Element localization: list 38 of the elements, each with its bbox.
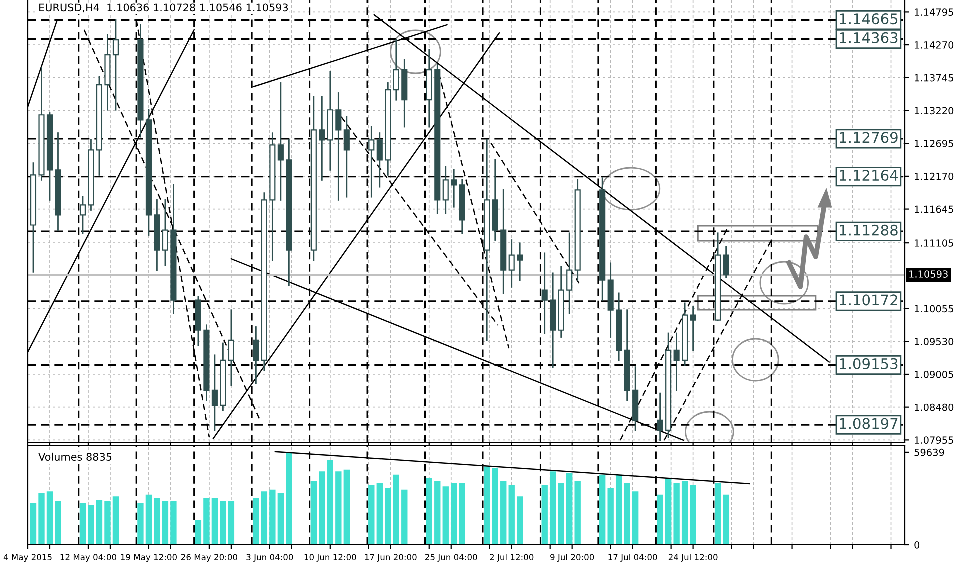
x-tick-label: 26 May 20:00 [181,554,238,562]
y-tick-label: 59639 [914,448,944,456]
y-tick-label: 1.12170 [915,172,954,180]
ref-line-label: 1.09153 [840,358,898,370]
x-tick-label: 17 Jul 04:00 [608,554,658,562]
x-tick-label: 12 May 04:00 [60,554,116,562]
y-tick-label: 1.12695 [915,140,954,148]
annotation: Volumes 8835 [38,452,112,461]
x-tick-label: 4 May 2015 [4,554,52,562]
ref-line-label: 1.08197 [840,418,898,430]
x-tick-label: 10 Jun 12:00 [304,554,356,562]
y-tick-label: 1.07955 [915,436,954,444]
x-tick-label: 2 Jul 12:00 [490,554,534,562]
y-tick-label: 1.09530 [915,338,954,346]
x-tick-label: 17 Jun 20:00 [365,554,417,562]
y-tick-label: 1.14270 [915,42,954,49]
ref-line-label: 1.14363 [840,32,898,44]
y-tick-label: 1.14795 [915,8,954,16]
y-tick-label: 1.10055 [915,305,954,313]
ref-line-label: 1.14665 [840,14,898,25]
x-tick-label: 19 May 12:00 [121,554,177,562]
ref-line-label: 1.10172 [840,294,898,306]
x-tick-label: 3 Jun 04:00 [246,554,294,562]
chart-title: EURUSD,H4 1.10636 1.10728 1.10546 1.10593 [40,4,288,13]
y-tick-label: 0 [914,541,920,549]
ref-line-label: 1.12769 [840,132,898,144]
ref-line-label: 1.11288 [840,224,898,236]
x-tick-label: 24 Jul 12:00 [668,554,718,562]
ref-line-label: 1.12164 [840,170,898,182]
y-tick-label: 1.11105 [915,240,954,247]
x-tick-label: 25 Jun 04:00 [426,554,478,562]
y-tick-label: 1.13220 [915,107,954,115]
y-tick-label: 1.08480 [915,404,954,412]
y-tick-label: 1.09005 [915,370,954,378]
y-tick-label: 1.13745 [915,74,954,82]
x-tick-label: 9 Jul 20:00 [550,554,594,562]
ref-line-label: 1.10593 [910,270,948,278]
y-tick-label: 1.11645 [915,206,954,214]
